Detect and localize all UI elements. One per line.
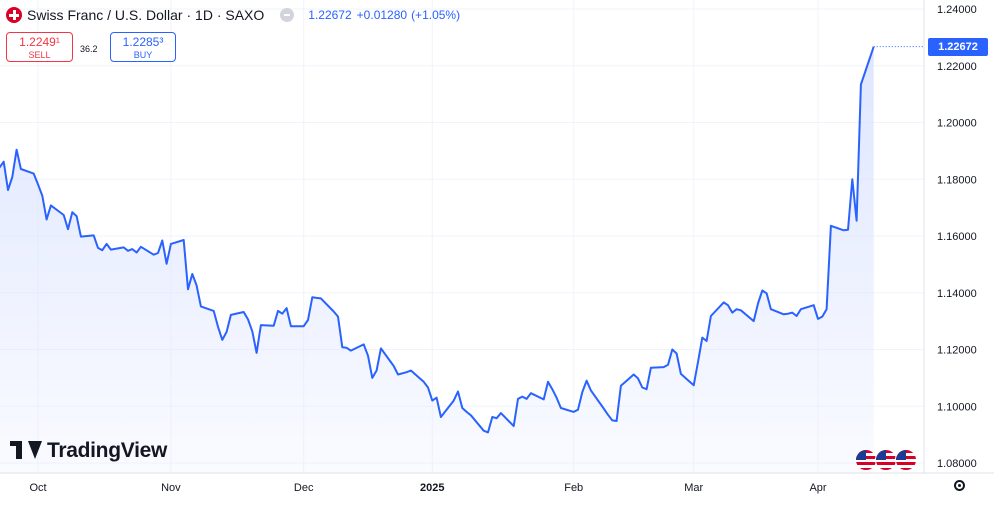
price-axis-label: 1.20000 [937,118,977,130]
price-change: +0.01280 [356,8,408,22]
time-axis-label: Feb [564,482,583,494]
economic-events[interactable] [855,449,917,471]
time-axis-label: Apr [809,482,826,494]
time-axis-label: Mar [684,482,703,494]
price-axis-label: 1.12000 [937,345,977,357]
sell-price: 1.2249¹ [19,35,60,49]
tradingview-logo-icon [10,441,42,461]
price-axis[interactable]: 1.24000 1.22000 1.20000 1.18000 1.16000 1.140… [937,4,977,470]
price-axis-label: 1.22000 [937,61,977,73]
price-axis-label: 1.18000 [937,174,977,186]
price-axis-label: 1.24000 [937,4,977,16]
buy-button[interactable]: 1.2285³ BUY [110,32,176,62]
last-price: 1.22672 [308,8,352,22]
us-flag-icon[interactable] [855,449,877,471]
time-axis-label: Nov [161,482,181,494]
price-axis-label: 1.16000 [937,231,977,243]
sell-button[interactable]: 1.2249¹ SELL [6,32,73,62]
last-price-tag: 1.22672 [928,38,988,56]
chart-legend: Swiss Franc / U.S. Dollar · 1D · SAXO 1.… [6,5,460,25]
tradingview-logo[interactable]: TradingView [10,439,167,463]
logo-text: TradingView [47,439,168,462]
buy-price: 1.2285³ [122,35,164,49]
time-axis-label: Oct [29,482,46,494]
price-line [0,46,875,434]
spread-value: 36.2 [80,44,98,54]
us-flag-icon[interactable] [895,449,917,471]
price-axis-label: 1.08000 [937,458,977,470]
time-axis-label: 2025 [420,482,444,494]
price-axis-label: 1.10000 [937,401,977,413]
price-area-fill [0,46,874,473]
sell-label: SELL [28,50,51,60]
time-axis-label: Dec [294,482,314,494]
price-change-percent: (+1.05%) [411,8,461,22]
price-axis-label: 1.14000 [937,288,977,300]
eye-off-icon[interactable] [280,8,295,22]
buy-label: BUY [133,50,153,60]
symbol-title[interactable]: Swiss Franc / U.S. Dollar · 1D · SAXO [27,7,265,23]
us-flag-icon[interactable] [875,449,897,471]
settings-icon[interactable] [954,480,965,491]
time-axis[interactable]: Oct Nov Dec 2025 Feb Mar Apr [29,482,826,494]
swiss-franc-symbol-icon[interactable] [6,7,22,23]
